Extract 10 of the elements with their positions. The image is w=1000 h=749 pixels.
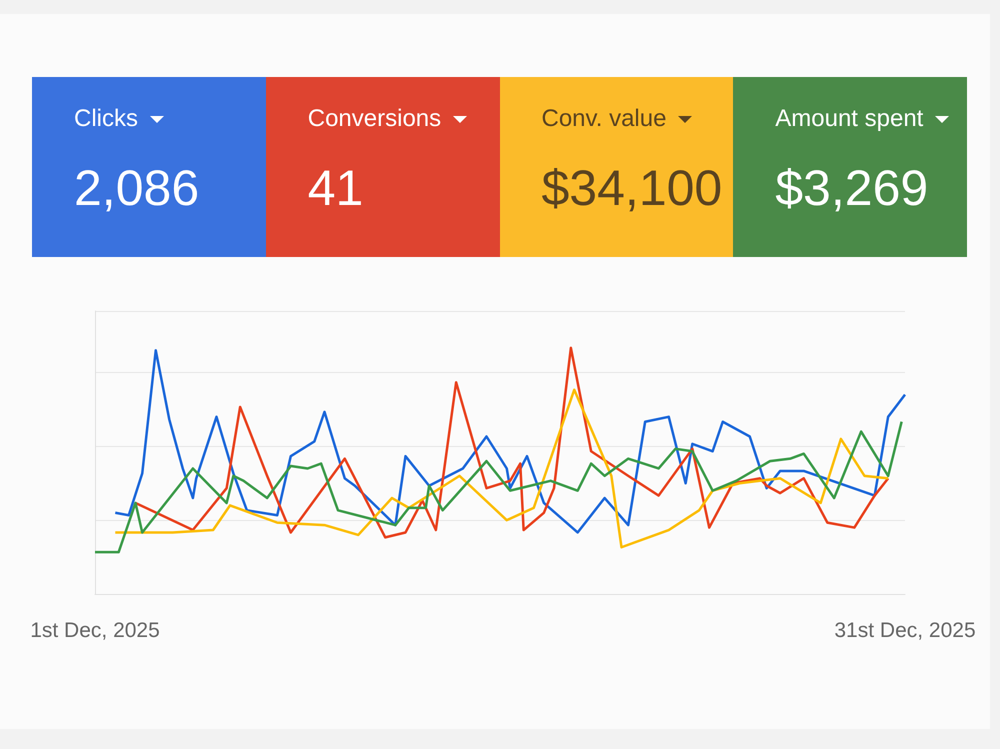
text: $3,269 [775, 160, 928, 216]
x-tick-label: 1st Dec, 2025 [30, 619, 160, 642]
category-label: Amount spent [775, 105, 924, 133]
category-label: Conv. value [542, 105, 666, 133]
category-label: Clicks [74, 105, 138, 133]
text: $34,100 [542, 160, 722, 216]
category-label: Conversions [308, 105, 442, 133]
text: 41 [308, 160, 364, 216]
text: 2,086 [74, 160, 200, 216]
x-tick-label: 31st Dec, 2025 [834, 619, 976, 642]
